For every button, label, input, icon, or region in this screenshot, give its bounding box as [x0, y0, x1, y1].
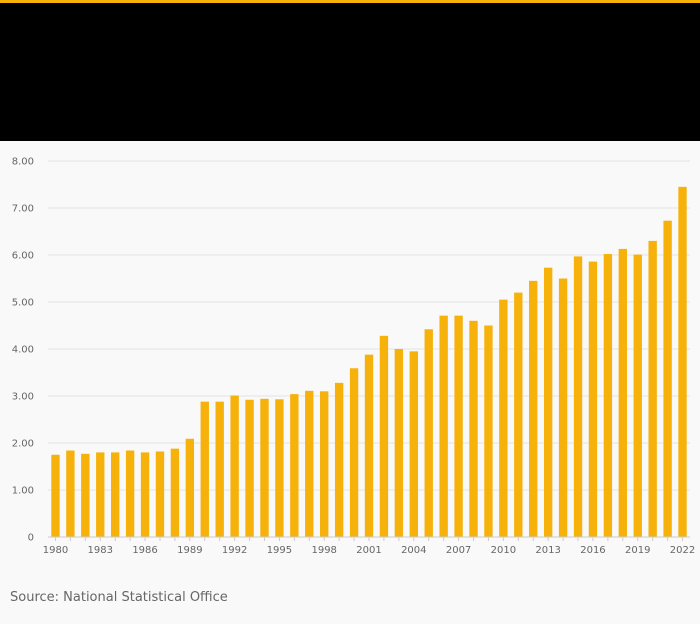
x-tick-label: 2016 [580, 545, 605, 556]
bar-1995 [275, 399, 284, 537]
bar-2004 [409, 351, 418, 537]
y-tick-label: 1.00 [12, 486, 34, 497]
bar-1998 [320, 391, 329, 537]
bar-2007 [454, 315, 463, 537]
y-tick-label: 7.00 [12, 204, 34, 215]
bar-1999 [334, 382, 344, 537]
x-tick-label: 1980 [43, 545, 68, 556]
bar-2012 [529, 280, 538, 537]
bar-1996 [290, 394, 299, 537]
x-tick-label: 2022 [670, 545, 695, 556]
x-tick-label: 1992 [222, 545, 247, 556]
bar-2002 [379, 335, 389, 537]
x-tick-label: 2007 [446, 545, 471, 556]
gridlines [48, 160, 690, 491]
bar-1997 [305, 390, 314, 537]
bar-2008 [469, 320, 478, 537]
bar-1990 [200, 401, 209, 537]
bar-2011 [514, 292, 523, 537]
source-note: Source: National Statistical Office [10, 590, 228, 605]
y-tick-label: 8.00 [12, 157, 34, 168]
bar-1993 [245, 399, 254, 537]
bar-2003 [394, 349, 404, 537]
bar-1983 [96, 452, 105, 537]
bar-1980 [51, 454, 60, 537]
bar-2009 [484, 325, 493, 537]
bar-2018 [618, 248, 627, 537]
bar-1981 [66, 450, 75, 537]
bar-2017 [603, 254, 613, 537]
x-tick-label: 1998 [311, 545, 336, 556]
bar-2022 [678, 186, 687, 537]
bar-2021 [663, 220, 672, 537]
x-tick-label: 1995 [267, 545, 292, 556]
bar-1985 [125, 450, 135, 537]
bar-2001 [364, 354, 374, 537]
y-tick-label: 2.00 [12, 439, 34, 450]
bar-1982 [81, 453, 90, 537]
bar-2015 [573, 256, 583, 537]
bar-chart: 0 1.00 2.00 3.00 4.00 5.00 6.00 7.00 8.00 1980 198… [12, 157, 696, 557]
x-tick-label: 1986 [132, 545, 157, 556]
x-tick-label: 2010 [491, 545, 516, 556]
y-tick-label: 4.00 [12, 345, 34, 356]
bar-2013 [543, 267, 553, 537]
y-tick-label: 6.00 [12, 251, 34, 262]
chart-area: 0 1.00 2.00 3.00 4.00 5.00 6.00 7.00 8.00 1980 198… [0, 141, 700, 571]
bar-2019 [633, 254, 642, 537]
x-tick-label: 2019 [625, 545, 650, 556]
bar-2014 [558, 278, 568, 537]
x-tick-label: 2001 [356, 545, 381, 556]
bar-1988 [170, 448, 180, 537]
bar-2006 [439, 315, 448, 537]
bar-1994 [260, 398, 269, 537]
bar-1991 [215, 401, 224, 537]
x-tick-label: 1983 [88, 545, 113, 556]
bar-1992 [230, 395, 239, 537]
bar-2020 [648, 240, 657, 537]
header-band [0, 3, 700, 141]
bars [51, 186, 687, 537]
y-tick-label: 0 [28, 533, 34, 544]
bar-1989 [185, 438, 195, 537]
bar-1986 [140, 452, 150, 537]
top-accent-bar [0, 0, 700, 3]
x-tick-label: 1989 [177, 545, 202, 556]
bar-2005 [424, 329, 433, 537]
x-tick-label: 2004 [401, 545, 426, 556]
axes: 0 1.00 2.00 3.00 4.00 5.00 6.00 7.00 8.00 1980 198… [12, 157, 696, 557]
bar-2000 [349, 368, 359, 537]
bar-1984 [111, 452, 120, 537]
y-tick-label: 5.00 [12, 298, 34, 309]
bar-1987 [155, 451, 165, 537]
bar-2016 [588, 261, 598, 537]
bar-2010 [499, 299, 508, 537]
y-tick-label: 3.00 [12, 392, 34, 403]
x-tick-label: 2013 [535, 545, 560, 556]
